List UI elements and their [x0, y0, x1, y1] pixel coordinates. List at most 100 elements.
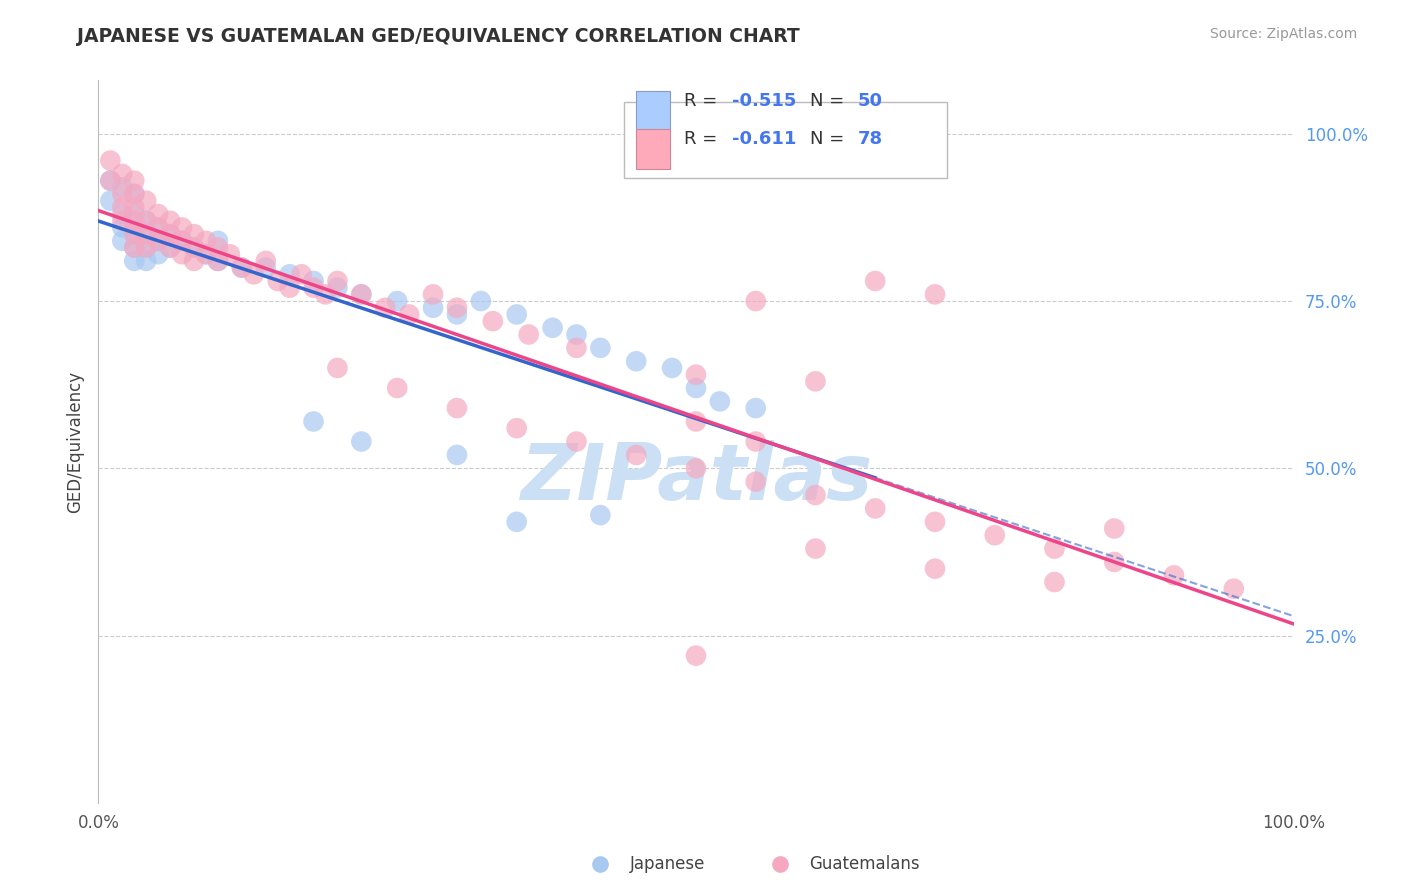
Point — [924, 287, 946, 301]
Bar — [637, 91, 669, 131]
Text: -0.515: -0.515 — [733, 92, 796, 110]
Point — [541, 321, 564, 335]
Point — [159, 241, 181, 255]
Point — [111, 187, 134, 202]
Text: 78: 78 — [858, 130, 883, 148]
Point — [685, 648, 707, 663]
Point — [350, 287, 373, 301]
Point — [111, 214, 134, 228]
Point — [159, 241, 181, 255]
Point — [1043, 575, 1066, 590]
Point — [124, 227, 146, 242]
Text: Guatemalans: Guatemalans — [810, 855, 920, 873]
Point — [124, 173, 146, 188]
Point — [685, 461, 707, 475]
Point — [195, 247, 218, 261]
Point — [159, 227, 181, 242]
Point — [172, 247, 194, 261]
Point — [124, 187, 146, 202]
Point — [195, 247, 218, 261]
Point — [183, 254, 205, 268]
Point — [98, 173, 122, 188]
Point — [589, 508, 612, 523]
Point — [291, 268, 314, 282]
Point — [159, 214, 181, 228]
Point — [172, 220, 194, 235]
Point — [422, 287, 444, 301]
Point — [398, 307, 420, 322]
Point — [278, 281, 301, 295]
Point — [685, 414, 707, 429]
Point — [135, 241, 157, 255]
Point — [302, 274, 325, 288]
Point — [135, 227, 157, 242]
Point — [98, 153, 122, 168]
Point — [350, 287, 373, 301]
Text: 50: 50 — [858, 92, 883, 110]
Point — [374, 301, 396, 315]
Point — [385, 381, 409, 395]
Point — [1043, 541, 1066, 556]
Point — [745, 434, 768, 449]
Point — [278, 268, 301, 282]
Point — [207, 234, 229, 248]
Point — [124, 220, 146, 235]
Point — [804, 541, 827, 556]
Point — [422, 301, 444, 315]
Point — [148, 220, 170, 235]
Point — [804, 488, 827, 502]
Point — [254, 260, 277, 275]
Text: -0.611: -0.611 — [733, 130, 796, 148]
Point — [865, 501, 887, 516]
Text: R =: R = — [685, 130, 723, 148]
Point — [172, 234, 194, 248]
Point — [1163, 568, 1185, 582]
Bar — [637, 129, 669, 169]
Point — [207, 254, 229, 268]
Point — [148, 234, 170, 248]
Point — [98, 173, 122, 188]
Point — [135, 254, 157, 268]
Point — [243, 268, 266, 282]
Point — [446, 301, 468, 315]
Point — [768, 853, 790, 867]
Point — [124, 201, 146, 215]
Text: JAPANESE VS GUATEMALAN GED/EQUIVALENCY CORRELATION CHART: JAPANESE VS GUATEMALAN GED/EQUIVALENCY C… — [77, 27, 800, 45]
Point — [207, 241, 229, 255]
Point — [1223, 582, 1246, 596]
Point — [254, 254, 277, 268]
Point — [745, 401, 768, 416]
Point — [350, 434, 373, 449]
Point — [135, 227, 157, 242]
Point — [98, 194, 122, 208]
Point — [111, 207, 134, 221]
Point — [135, 214, 157, 228]
Point — [1104, 555, 1126, 569]
Point — [626, 448, 648, 462]
Point — [124, 207, 146, 221]
Point — [124, 187, 146, 202]
Point — [565, 341, 588, 355]
Point — [111, 220, 134, 235]
Point — [506, 515, 529, 529]
Point — [745, 294, 768, 309]
Point — [231, 260, 253, 275]
Point — [111, 201, 134, 215]
Point — [148, 247, 170, 261]
Point — [446, 307, 468, 322]
Point — [446, 448, 468, 462]
Text: Japanese: Japanese — [630, 855, 706, 873]
Text: N =: N = — [810, 92, 849, 110]
Point — [745, 475, 768, 489]
Point — [506, 421, 529, 435]
Point — [135, 214, 157, 228]
Point — [661, 361, 683, 376]
Point — [183, 241, 205, 255]
Point — [626, 354, 648, 368]
Point — [804, 375, 827, 389]
Point — [148, 207, 170, 221]
Point — [183, 241, 205, 255]
Point — [984, 528, 1007, 542]
Point — [685, 381, 707, 395]
Point — [589, 853, 612, 867]
